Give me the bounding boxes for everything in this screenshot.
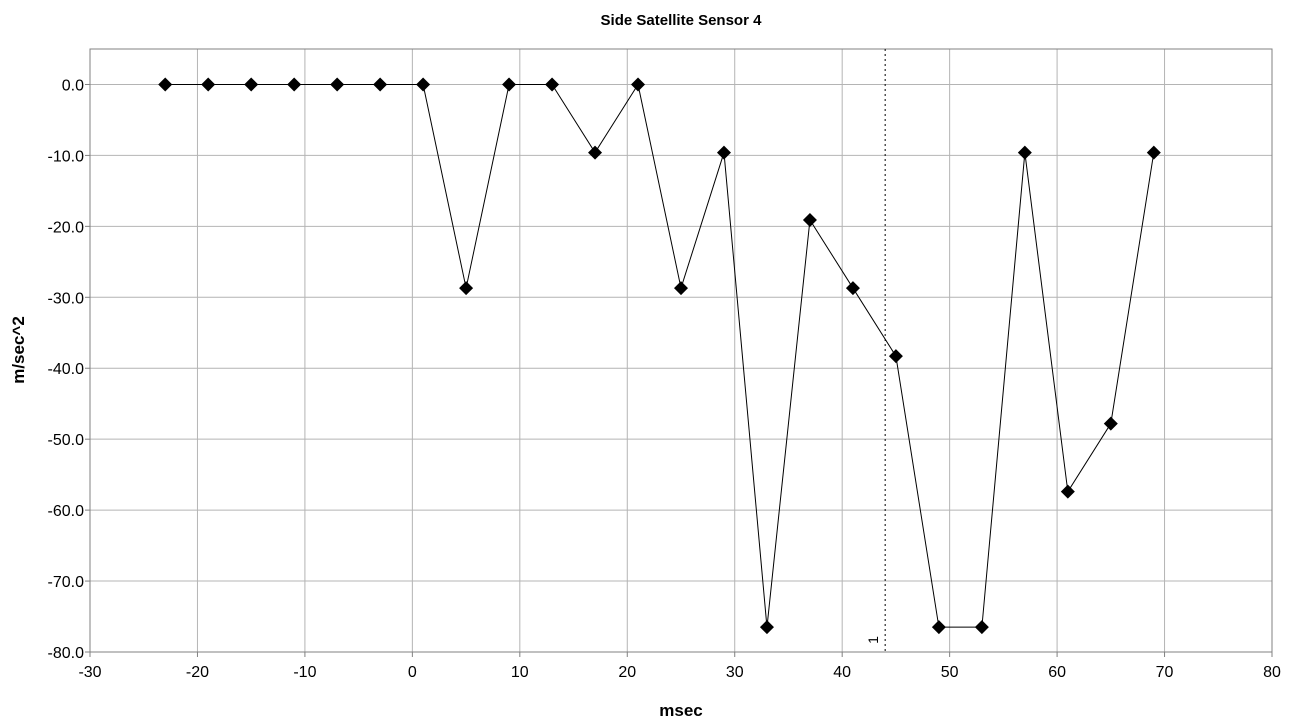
y-tick-label: -30.0 (48, 290, 85, 307)
x-tick-label: 50 (941, 664, 959, 681)
data-point (759, 620, 774, 635)
series-layer (158, 77, 1161, 635)
y-axis-ticks: 0.0 -10.0 -20.0 -30.0 -40.0 -50.0 -60.0 -70.0 -8… (48, 77, 90, 662)
grid (89, 49, 1273, 653)
data-point (373, 77, 388, 92)
data-point (1103, 416, 1118, 431)
data-point (287, 77, 302, 92)
data-point (1146, 145, 1161, 160)
series-line (165, 83, 1155, 628)
x-axis-ticks: -30 -20 -10 0 10 20 30 40 50 60 70 80 (78, 652, 1281, 681)
y-tick-label: -50.0 (48, 432, 85, 449)
data-point (1017, 145, 1032, 160)
x-tick-label: -30 (78, 664, 101, 681)
x-tick-label: 10 (511, 664, 529, 681)
y-tick-label: -60.0 (48, 503, 85, 520)
x-tick-label: 70 (1156, 664, 1174, 681)
x-tick-label: 0 (408, 664, 417, 681)
data-point (845, 281, 860, 296)
y-tick-label: -80.0 (48, 645, 85, 662)
data-point (802, 212, 817, 227)
data-point (974, 620, 989, 635)
data-point (588, 145, 603, 160)
x-tick-label: 30 (726, 664, 744, 681)
x-tick-label: 20 (618, 664, 636, 681)
y-tick-label: -70.0 (48, 574, 85, 591)
y-tick-label: 0.0 (62, 77, 84, 94)
x-tick-label: -20 (186, 664, 209, 681)
data-point (1060, 484, 1075, 499)
data-point (674, 281, 688, 296)
data-point (631, 77, 646, 92)
data-point (416, 77, 431, 92)
x-tick-label: 40 (833, 664, 851, 681)
data-point (888, 349, 903, 364)
data-point (244, 77, 259, 92)
data-point (545, 77, 560, 92)
y-tick-label: -40.0 (48, 361, 85, 378)
y-tick-label: -20.0 (48, 219, 85, 236)
annotations: 1 (865, 49, 886, 652)
data-point (502, 77, 517, 92)
data-point (931, 620, 946, 635)
chart-title: Side Satellite Sensor 4 (601, 12, 763, 29)
x-axis-title: msec (659, 701, 702, 720)
x-tick-label: -10 (293, 664, 316, 681)
data-point (459, 281, 474, 296)
x-tick-label: 80 (1263, 664, 1281, 681)
data-point (158, 77, 173, 92)
marker-line-label: 1 (865, 636, 881, 644)
plot-area-border (89, 48, 1273, 653)
y-tick-label: -10.0 (48, 148, 85, 165)
x-tick-label: 60 (1048, 664, 1066, 681)
data-point (330, 77, 345, 92)
y-axis-title: m/sec^2 (9, 316, 28, 384)
data-point (716, 145, 731, 160)
data-point (201, 77, 216, 92)
